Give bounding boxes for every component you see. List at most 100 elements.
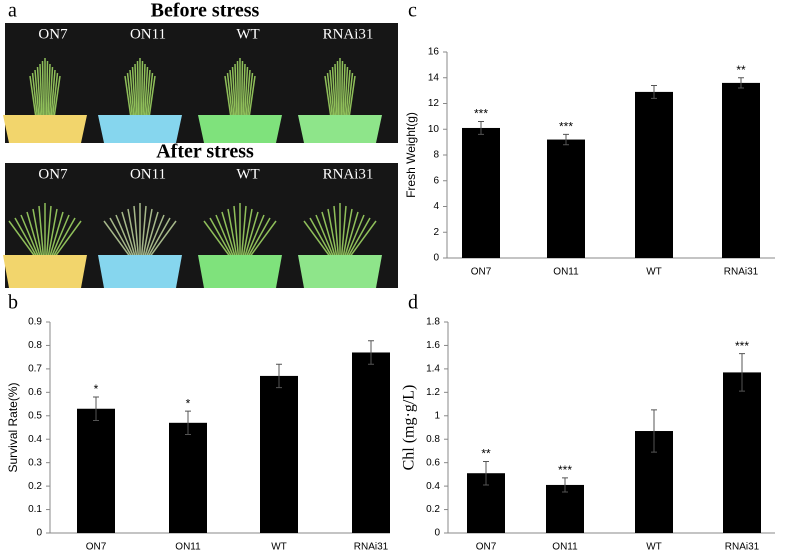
error-bar xyxy=(563,133,569,146)
leaf xyxy=(236,60,240,119)
leaf xyxy=(231,66,237,119)
leaf xyxy=(303,220,332,259)
leaf xyxy=(148,75,156,119)
leaf xyxy=(142,63,146,119)
y-tick-label: 4 xyxy=(433,201,439,212)
leaf xyxy=(245,214,265,259)
leaf xyxy=(48,66,54,119)
pot xyxy=(3,255,87,288)
leaf xyxy=(224,75,232,119)
y-tick-label: 0.8 xyxy=(28,340,42,351)
y-tick-label: 1.4 xyxy=(426,364,440,375)
y-tick-label: 12 xyxy=(428,98,440,109)
leaf xyxy=(340,205,347,259)
y-tick-label: 0.8 xyxy=(426,434,440,445)
leaf xyxy=(39,63,43,119)
y-tick-label: 16 xyxy=(428,47,440,58)
bar xyxy=(723,372,761,533)
leaf xyxy=(134,63,138,119)
pot xyxy=(298,255,382,288)
leaf xyxy=(342,208,353,259)
leaf xyxy=(131,66,137,119)
leaf xyxy=(345,69,351,119)
photo-label: WT xyxy=(236,166,259,182)
y-tick-label: 1.6 xyxy=(426,340,440,351)
leaf xyxy=(133,205,140,259)
leaf xyxy=(51,217,76,259)
pot xyxy=(198,115,282,143)
y-tick-label: 0.6 xyxy=(28,387,42,398)
y-tick-label: 0.4 xyxy=(28,434,42,445)
leaf xyxy=(53,75,61,119)
y-tick-label: 2 xyxy=(433,227,439,238)
error-bar xyxy=(368,340,374,365)
x-tick-label: ON11 xyxy=(552,542,578,553)
panel-letter: d xyxy=(408,292,418,314)
panel-letter: b xyxy=(8,292,18,314)
y-tick-label: 0.4 xyxy=(426,481,440,492)
photo-label: WT xyxy=(236,26,259,42)
leaf xyxy=(331,66,337,119)
leaf xyxy=(45,60,49,119)
leaf xyxy=(240,205,247,259)
significance: ** xyxy=(736,63,746,77)
leaf xyxy=(245,69,251,119)
error-bar xyxy=(483,460,489,486)
leaf xyxy=(203,220,232,259)
leaf xyxy=(143,66,149,119)
leaf xyxy=(334,63,338,119)
photo-title: After stress xyxy=(156,141,254,163)
leaf xyxy=(342,63,346,119)
x-tick-label: RNAi31 xyxy=(724,267,759,278)
leaf xyxy=(53,220,82,259)
panel-letter: a xyxy=(8,0,17,22)
y-tick-label: 0.1 xyxy=(28,504,42,515)
y-tick-label: 0 xyxy=(433,253,439,264)
leaf xyxy=(242,208,253,259)
leaf xyxy=(129,69,135,119)
leaf xyxy=(333,205,340,259)
leaf xyxy=(240,60,244,119)
leaf xyxy=(345,214,365,259)
leaf xyxy=(348,220,377,259)
x-tick-label: ON11 xyxy=(553,267,579,278)
x-tick-label: WT xyxy=(271,542,287,553)
leaf xyxy=(103,220,132,259)
pot xyxy=(298,115,382,143)
leaf xyxy=(226,72,234,119)
y-tick-label: 0.2 xyxy=(28,481,42,492)
leaf xyxy=(38,205,45,259)
photo-label: ON7 xyxy=(38,26,68,42)
y-axis-title: Fresh Weight(g) xyxy=(404,112,418,198)
leaf xyxy=(327,208,338,259)
leaf xyxy=(29,75,37,119)
y-tick-label: 6 xyxy=(433,175,439,186)
leaf xyxy=(143,211,159,259)
bar xyxy=(462,127,500,259)
significance: *** xyxy=(474,107,488,121)
leaf xyxy=(248,75,256,119)
y-tick-label: 10 xyxy=(428,124,440,135)
bar xyxy=(546,484,584,533)
x-tick-label: RNAi31 xyxy=(354,542,389,553)
x-tick-label: ON7 xyxy=(476,542,497,553)
error-bar xyxy=(738,77,744,89)
y-tick-label: 0.6 xyxy=(426,457,440,468)
leaf xyxy=(48,211,64,259)
photo-label: RNAi31 xyxy=(323,166,374,182)
leaf xyxy=(145,214,165,259)
photo-label: RNAi31 xyxy=(323,26,374,42)
leaf xyxy=(45,205,52,259)
bar xyxy=(260,375,298,533)
x-tick-label: WT xyxy=(646,267,662,278)
leaf xyxy=(126,72,134,119)
leaf xyxy=(326,72,334,119)
leaf xyxy=(50,214,70,259)
leaf xyxy=(324,75,332,119)
y-tick-label: 0.9 xyxy=(28,317,42,328)
error-bar xyxy=(739,353,745,392)
leaf xyxy=(242,63,246,119)
significance: *** xyxy=(558,463,572,477)
pot xyxy=(98,115,182,143)
